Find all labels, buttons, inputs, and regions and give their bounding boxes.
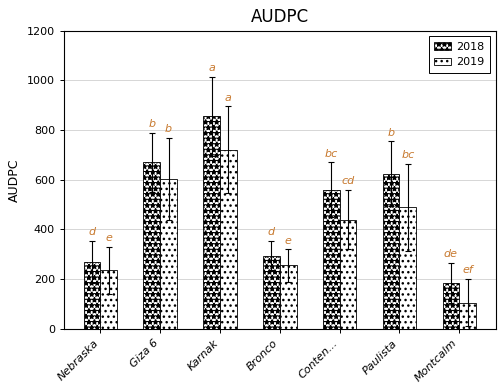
Title: AUDPC: AUDPC [251,8,309,26]
Text: b: b [165,124,172,134]
Bar [280,265,296,329]
Bar [100,270,117,329]
Bar [459,303,476,329]
Text: a: a [208,63,215,73]
Bar [443,283,459,329]
Bar [84,262,100,329]
Bar [340,220,356,329]
Text: cd: cd [341,176,355,186]
Text: e: e [105,233,112,243]
Bar [160,178,177,329]
Text: a: a [225,93,232,103]
Text: b: b [148,119,155,129]
Y-axis label: AUDPC: AUDPC [9,158,21,201]
Text: bc: bc [325,149,338,159]
Text: ef: ef [462,265,473,276]
Text: d: d [89,227,96,237]
Text: de: de [444,249,458,259]
Bar [383,174,400,329]
Legend: 2018, 2019: 2018, 2019 [428,36,490,73]
Bar [144,162,160,329]
Bar [323,190,340,329]
Text: e: e [285,236,292,246]
Bar [263,256,280,329]
Bar [203,116,220,329]
Bar [220,150,237,329]
Bar [400,207,416,329]
Text: d: d [268,227,275,237]
Text: b: b [388,127,395,138]
Text: bc: bc [401,150,414,160]
